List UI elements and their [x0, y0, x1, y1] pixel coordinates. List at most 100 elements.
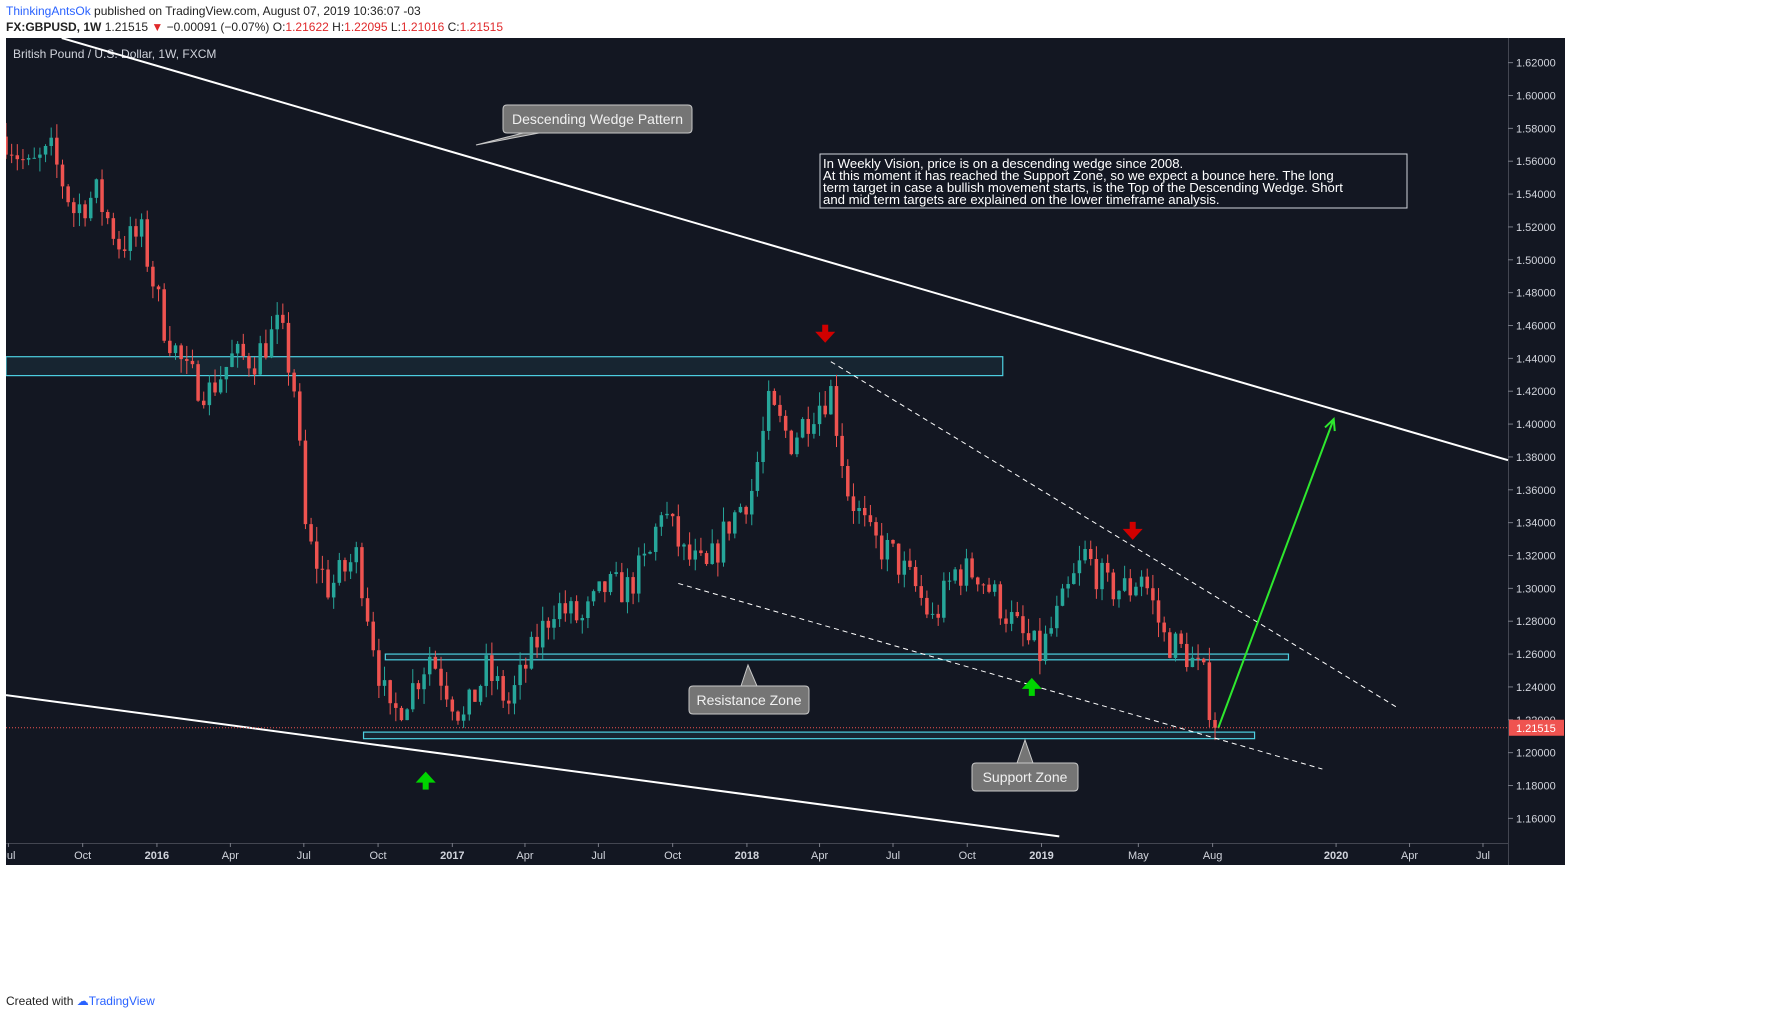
candle — [1173, 631, 1178, 662]
last-price-label: 1.21515 — [1516, 723, 1556, 735]
candle-body — [43, 145, 48, 155]
candle-body — [817, 405, 822, 425]
candle — [134, 218, 138, 247]
candle — [524, 657, 528, 683]
arrow-head — [1021, 677, 1042, 689]
candle-body — [309, 524, 313, 542]
candle — [1088, 540, 1093, 566]
candle-body — [241, 343, 246, 356]
candle — [670, 513, 675, 527]
y-tick-label: 1.44000 — [1516, 353, 1556, 365]
y-tick-label: 1.28000 — [1516, 616, 1556, 628]
zone-support-zone — [362, 731, 1256, 740]
candle-body — [292, 372, 296, 392]
candle — [806, 406, 811, 447]
candle — [1021, 605, 1025, 647]
y-tick-label: 1.38000 — [1516, 452, 1556, 464]
candle-body — [1185, 643, 1189, 668]
y-tick-label: 1.36000 — [1516, 485, 1556, 497]
candle — [478, 684, 483, 706]
candle-body — [461, 714, 466, 721]
y-tick-label: 1.56000 — [1516, 156, 1556, 168]
candle — [83, 200, 87, 227]
candle-body — [405, 709, 409, 721]
candle — [1151, 574, 1155, 615]
candle-body — [1151, 588, 1155, 601]
candle — [512, 675, 517, 715]
candle — [371, 611, 375, 657]
resistance-zone-label-pointer — [740, 663, 758, 687]
candle — [21, 149, 25, 170]
candle — [959, 564, 963, 596]
candle — [529, 631, 534, 670]
candle — [484, 643, 488, 698]
candle — [444, 672, 449, 708]
candle-body — [659, 515, 664, 527]
author-link[interactable]: ThinkingAntsOk — [6, 4, 91, 18]
candle-body — [603, 581, 607, 593]
candle-body — [885, 539, 890, 560]
x-tick-label: Apr — [1401, 850, 1418, 862]
candle — [168, 326, 172, 357]
candle-body — [1021, 616, 1025, 634]
x-tick-label: 2020 — [1324, 850, 1348, 862]
candle-body — [382, 680, 387, 686]
y-tick-label: 1.30000 — [1516, 583, 1556, 595]
up-arrow-icon — [415, 771, 436, 790]
change-down-icon: ▼ — [151, 20, 164, 34]
candle — [461, 706, 466, 728]
candle — [829, 379, 833, 415]
candle-body — [704, 553, 709, 564]
candle-body — [1077, 560, 1082, 574]
y-tick-label: 1.62000 — [1516, 58, 1556, 70]
candle-body — [478, 685, 483, 702]
candle — [439, 656, 443, 701]
candle — [569, 597, 573, 624]
candle-body — [258, 343, 262, 375]
candle — [501, 670, 505, 708]
candle — [388, 679, 392, 715]
candle — [264, 329, 268, 360]
candle-body — [1038, 630, 1042, 662]
candle-body — [772, 390, 777, 405]
candle — [783, 410, 788, 438]
candle-body — [1105, 562, 1110, 573]
candle — [1185, 632, 1189, 672]
candle — [55, 124, 59, 179]
candle-body — [213, 382, 217, 393]
candle — [303, 429, 308, 530]
candle — [1077, 545, 1082, 586]
candle-body — [21, 159, 25, 161]
candle-body — [755, 462, 760, 491]
open-value: 1.21622 — [285, 20, 329, 34]
candle-body — [959, 569, 963, 586]
candle-body — [648, 551, 652, 554]
candle — [365, 587, 370, 626]
candle-body — [224, 366, 229, 380]
created-with-label: Created with — [6, 994, 74, 1008]
descending-wedge-label: Descending Wedge Pattern — [475, 104, 693, 146]
candle — [710, 529, 714, 565]
candle-body — [512, 685, 517, 704]
zone-resistance-zone — [384, 653, 1290, 661]
candle — [947, 572, 952, 591]
candle — [38, 147, 42, 172]
candle — [320, 555, 325, 584]
candle — [9, 143, 14, 164]
price-chart[interactable]: British Pound / U.S. Dollar, 1W, FXCM1.6… — [6, 38, 1565, 865]
candle — [868, 504, 873, 527]
candle-body — [83, 204, 87, 219]
candle-body — [88, 197, 93, 219]
candle — [235, 341, 240, 368]
y-tick-label: 1.20000 — [1516, 748, 1556, 760]
x-tick-label: Apr — [811, 850, 828, 862]
candle — [411, 669, 415, 713]
candle-body — [111, 218, 116, 239]
x-tick-label: Oct — [74, 850, 91, 862]
candle-body — [1026, 633, 1031, 641]
candle-body — [637, 555, 641, 594]
candle-body — [331, 582, 336, 598]
descending-wedge-label-text: Descending Wedge Pattern — [512, 111, 683, 127]
tradingview-link[interactable]: TradingView — [88, 994, 155, 1008]
candle — [981, 583, 986, 595]
